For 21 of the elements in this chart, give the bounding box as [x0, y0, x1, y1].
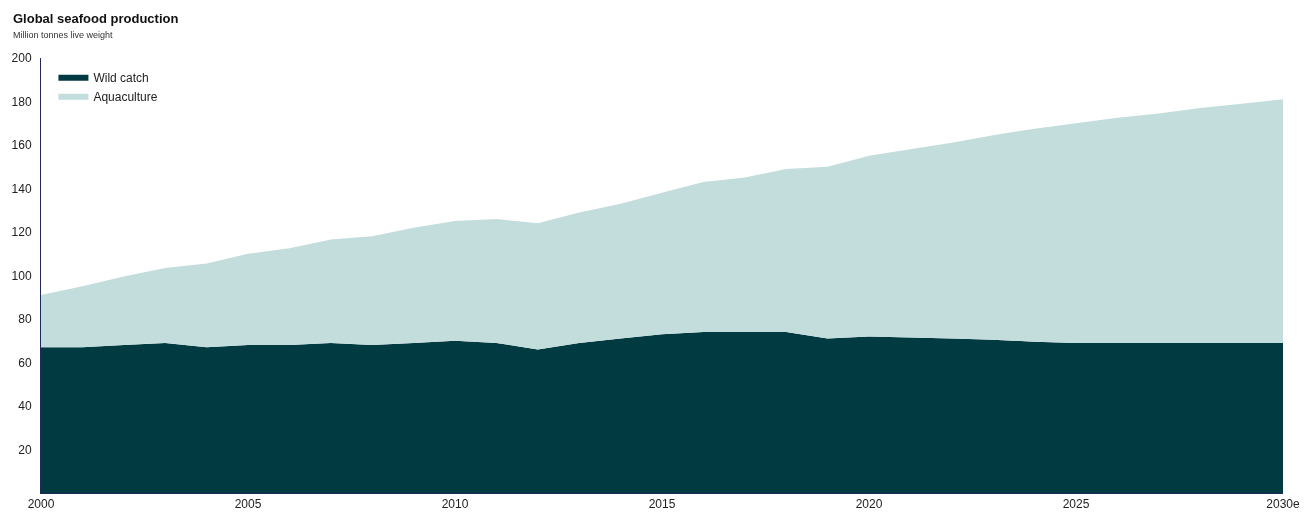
y-tick-label: 60 [18, 355, 32, 370]
y-tick-label: 40 [18, 399, 32, 414]
x-tick-label: 2015 [648, 497, 676, 512]
y-tick-label: 100 [11, 268, 32, 283]
y-tick-label: 20 [18, 442, 32, 457]
legend-label: Aquaculture [93, 89, 158, 104]
x-tick-label: 2000 [27, 497, 55, 512]
x-tick-label: 2025 [1062, 497, 1090, 512]
x-tick-label: 2030e [1266, 497, 1301, 512]
x-tick-label: 2010 [441, 497, 469, 512]
y-tick-label: 200 [11, 51, 32, 66]
y-tick-label: 120 [11, 225, 32, 240]
x-tick-label: 2020 [855, 497, 883, 512]
y-tick-label: 180 [11, 94, 32, 109]
y-tick-label: 160 [11, 138, 32, 153]
chart-subtitle: Million tonnes live weight [13, 30, 114, 40]
y-tick-label: 140 [11, 181, 32, 196]
legend-label: Wild catch [93, 70, 149, 85]
y-tick-label: 80 [18, 312, 32, 327]
chart-title: Global seafood production [13, 11, 179, 26]
x-tick-label: 2005 [234, 497, 262, 512]
